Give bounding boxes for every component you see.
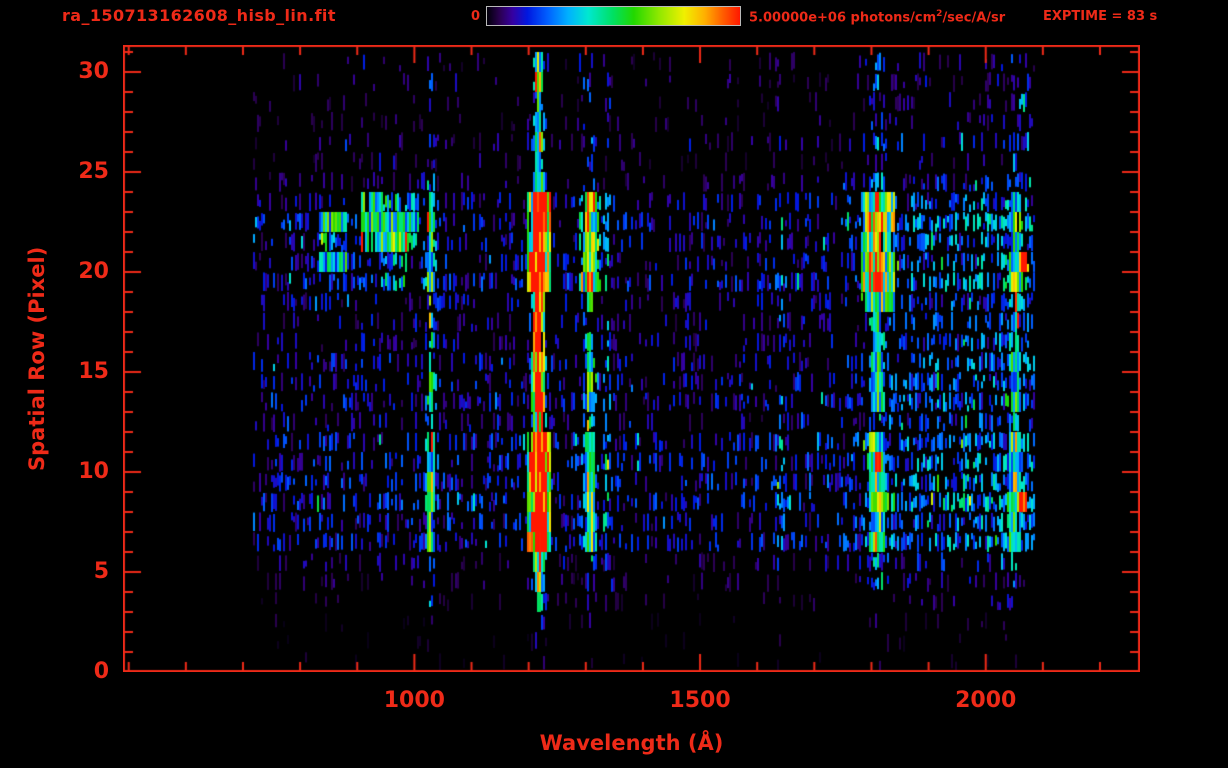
x-tick-label-2000: 2000 [955,688,1017,713]
plot-title-filename: ra_150713162608_hisb_lin.fit [62,6,336,25]
colorbar-units-superscript: 2 [936,9,943,19]
y-tick-label-5: 5 [93,559,109,584]
y-tick-label-0: 0 [93,659,109,684]
colorbar-min-label: 0 [471,9,481,24]
x-tick-label-1000: 1000 [383,688,445,713]
colorbar-max-label: 5.00000e+06 photons/cm2/sec/A/sr [749,9,1005,25]
y-tick-label-30: 30 [78,59,109,84]
x-axis-title: Wavelength (Å) [539,731,724,755]
spectral-heatmap-canvas [123,45,1140,672]
y-tick-label-15: 15 [78,359,109,384]
colorbar-units-prefix: 5.00000e+06 photons/cm [749,10,937,26]
x-tick-label-1500: 1500 [669,688,731,713]
colorbar-units-suffix: /sec/A/sr [942,10,1006,26]
colorbar-gradient [486,6,741,26]
y-tick-label-20: 20 [78,259,109,284]
exptime-label: EXPTIME = 83 s [1043,9,1158,24]
y-tick-label-10: 10 [78,459,109,484]
y-tick-label-25: 25 [78,159,109,184]
